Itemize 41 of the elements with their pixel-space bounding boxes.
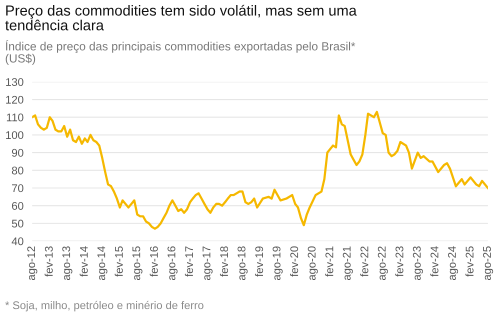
y-tick-label: 40	[12, 237, 24, 246]
y-tick-label: 90	[12, 148, 24, 157]
x-tick-label: ago-15	[132, 246, 142, 280]
x-tick-label: fev-24	[430, 246, 438, 277]
x-tick-label: fev-22	[360, 246, 368, 277]
x-tick-label: fev-14	[80, 246, 88, 277]
chart-subtitle: Índice de preço das principais commodities exportadas pelo Brasil* (US$)	[6, 40, 356, 65]
y-tick-label: 110	[6, 114, 24, 122]
x-tick-label: ago-22	[378, 246, 388, 280]
y-tick-label: 100	[6, 131, 24, 140]
x-tick-label: ago-24	[448, 246, 458, 280]
y-tick-label: 60	[12, 202, 24, 210]
x-tick-label: ago-14	[97, 246, 108, 280]
x-tick-label: fev-25	[465, 246, 474, 277]
line-series	[32, 110, 488, 230]
y-tick-label: 130	[6, 78, 24, 86]
x-tick-label: ago-18	[238, 246, 248, 280]
y-tick-label: 120	[6, 96, 24, 104]
x-tick-label: fev-15	[114, 246, 123, 277]
x-tick-label: ago-19	[272, 246, 283, 280]
x-tick-label: fev-13	[44, 246, 53, 277]
x-tick-label: ago-16	[168, 246, 178, 280]
x-tick-label: fev-17	[184, 246, 194, 277]
x-tick-label: ago-20	[308, 246, 318, 280]
x-tick-label: ago-23	[412, 246, 423, 280]
x-tick-label: ago-13	[62, 246, 72, 280]
x-tick-label: ago-25	[483, 246, 494, 280]
x-tick-label: fev-23	[395, 246, 404, 277]
x-tick-label: ago-12	[27, 246, 38, 280]
x-tick-label: ago-21	[342, 246, 353, 280]
y-tick-label: 80	[12, 166, 24, 174]
x-tick-label: fev-19	[254, 246, 264, 277]
x-tick-label: fev-18	[220, 246, 228, 277]
text: * Soja, milho, petróleo e minério de ferro	[5, 300, 204, 312]
x-tick-label: ago-17	[202, 246, 213, 280]
x-tick-label: fev-21	[325, 246, 334, 277]
y-tick-label: 50	[12, 220, 24, 228]
x-tick-label: fev-16	[150, 246, 158, 277]
y-tick-label: 70	[12, 184, 24, 192]
x-tick-label: fev-20	[290, 246, 298, 277]
chart-title: Preço das commodities tem sido volátil, mas sem uma tendência clara	[5, 4, 357, 30]
